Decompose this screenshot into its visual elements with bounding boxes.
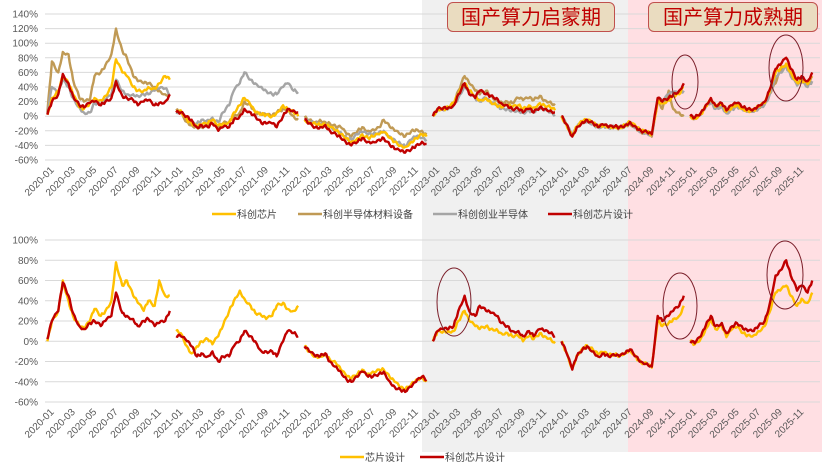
y-tick-label: -20%: [15, 126, 38, 137]
series-line-2020: [46, 72, 171, 115]
y-tick-label: -40%: [15, 141, 38, 152]
series-line-2024: [560, 295, 685, 371]
highlight-ellipse: [766, 240, 804, 310]
legend-item: 科创芯片设计: [420, 451, 505, 464]
highlight-ellipse: [768, 34, 804, 102]
legend-item: 科创半导体材料设备: [298, 208, 413, 221]
y-tick-label: 120%: [12, 24, 38, 35]
highlight-ellipse: [671, 54, 699, 110]
series-line-2022: [303, 115, 428, 139]
series-line-2021: [175, 71, 299, 126]
y-tick-label: 0%: [24, 337, 39, 348]
series-line-2025: [689, 56, 814, 120]
series-line-2022: [303, 345, 428, 394]
y-tick-label: 40%: [18, 83, 38, 94]
y-tick-label: 40%: [18, 296, 38, 307]
y-tick-label: 60%: [18, 68, 38, 79]
series-line-2023: [431, 82, 556, 117]
series-line-2021: [175, 289, 300, 355]
legend-item: 芯片设计: [340, 451, 405, 464]
series-line-2020: [46, 261, 170, 342]
legend-label: 科创芯片设计: [445, 451, 505, 464]
highlight-ellipse: [436, 267, 472, 337]
series-line-2021: [175, 329, 299, 363]
series-line-2025: [689, 259, 814, 345]
highlight-ellipse: [662, 272, 698, 340]
y-tick-label: 100%: [12, 39, 38, 50]
y-tick-label: 20%: [18, 317, 38, 328]
y-tick-label: -60%: [15, 398, 38, 409]
series-line-2020: [46, 27, 170, 113]
series-line-2022: [303, 119, 428, 149]
legend-label: 科创创业半导体: [458, 208, 528, 221]
y-tick-label: 0%: [24, 112, 39, 123]
series-line-2020: [46, 281, 171, 340]
legend-label: 科创芯片设计: [573, 208, 633, 221]
legend-item: 科创创业半导体: [433, 208, 528, 221]
series-line-2023: [431, 294, 556, 342]
y-tick-label: 20%: [18, 97, 38, 108]
series-line-2024: [561, 82, 685, 138]
series-line-2022: [304, 344, 428, 392]
series-line-2020: [46, 78, 170, 116]
y-tick-label: 80%: [18, 53, 38, 64]
series-4: [46, 56, 814, 154]
series-line-2022: [303, 118, 427, 154]
legend-item: 科创芯片: [212, 208, 277, 221]
series-line-2023: [432, 82, 557, 118]
legend-label: 科创芯片: [237, 208, 277, 221]
early-phase-band: [422, 0, 628, 452]
legend-label: 科创半导体材料设备: [323, 208, 413, 221]
y-tick-label: 140%: [12, 10, 38, 21]
series-2: [46, 259, 814, 394]
y-tick-label: 60%: [18, 276, 38, 287]
series-line-2021: [175, 107, 299, 132]
y-tick-label: 100%: [12, 236, 38, 247]
mature-phase-label: 国产算力成熟期: [648, 2, 818, 32]
legend-label: 芯片设计: [365, 451, 405, 464]
early-phase-label: 国产算力启蒙期: [447, 2, 615, 32]
legend-item: 科创芯片设计: [548, 208, 633, 221]
y-tick-label: -60%: [15, 156, 38, 167]
mature-phase-band: [628, 0, 822, 452]
series-line-2023: [431, 309, 556, 345]
y-tick-label: -20%: [15, 357, 38, 368]
y-tick-label: -40%: [15, 377, 38, 388]
y-tick-label: 80%: [18, 256, 38, 267]
